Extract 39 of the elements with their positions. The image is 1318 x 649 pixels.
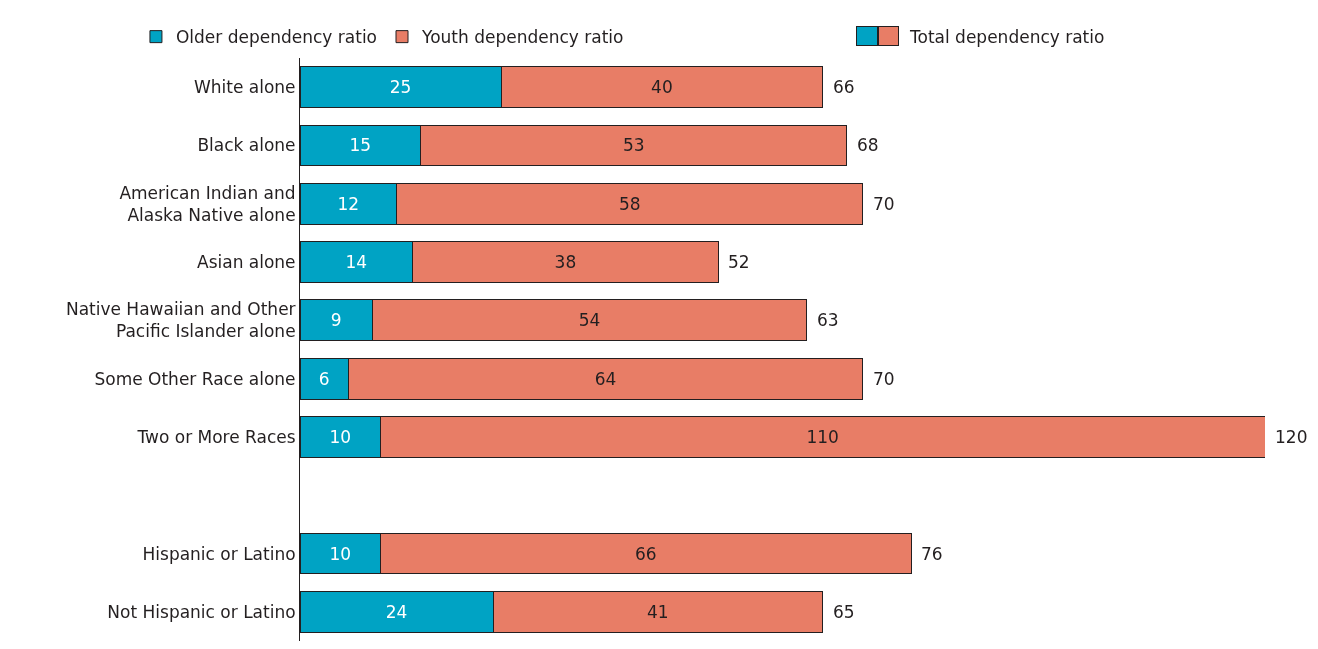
y-tick-label: Native Hawaiian and Other Pacific Islander alone bbox=[65, 299, 296, 342]
data-label: 24 bbox=[385, 601, 408, 622]
total-label: 68 bbox=[857, 135, 879, 155]
legend-label: Youth dependency ratio bbox=[421, 27, 624, 48]
data-label: 10 bbox=[329, 426, 352, 447]
total-label: 65 bbox=[833, 602, 855, 622]
y-tick-label: White alone bbox=[193, 77, 296, 98]
total-label: 52 bbox=[728, 252, 750, 272]
y-tick-label: Asian alone bbox=[197, 252, 296, 272]
total-label: 70 bbox=[873, 369, 895, 389]
data-label: 10 bbox=[329, 543, 352, 564]
data-label: 9 bbox=[330, 310, 342, 331]
data-label: 66 bbox=[634, 543, 657, 564]
data-label: 58 bbox=[618, 193, 641, 214]
data-label: 25 bbox=[389, 77, 412, 98]
data-label: 12 bbox=[337, 193, 360, 214]
data-label: 6 bbox=[318, 368, 330, 389]
legend-label: Older dependency ratio bbox=[175, 27, 378, 48]
y-tick-label: Hispanic or Latino bbox=[142, 543, 296, 564]
data-label: 54 bbox=[578, 310, 601, 331]
y-tick-label: Some Other Race alone bbox=[94, 368, 296, 389]
data-label: 15 bbox=[349, 135, 372, 156]
total-label: 63 bbox=[817, 310, 839, 330]
data-label: 38 bbox=[554, 252, 577, 273]
data-label: 40 bbox=[651, 77, 673, 98]
y-tick-label: Black alone bbox=[197, 135, 296, 156]
total-label: 120 bbox=[1275, 427, 1308, 447]
y-tick-label: Two or More Races bbox=[136, 426, 296, 447]
y-tick-label: Not Hispanic or Latino bbox=[107, 601, 296, 622]
total-label: 66 bbox=[833, 77, 855, 97]
data-label: 53 bbox=[622, 135, 645, 156]
data-label: 64 bbox=[594, 368, 617, 389]
data-label: 41 bbox=[647, 601, 669, 622]
total-label: 70 bbox=[873, 194, 895, 214]
total-label: 76 bbox=[921, 544, 943, 564]
y-tick-label: American Indian and Alaska Native alone bbox=[119, 182, 296, 225]
data-label: 110 bbox=[806, 426, 839, 447]
text: Total dependency ratio bbox=[909, 27, 1105, 47]
data-label: 14 bbox=[345, 252, 368, 273]
